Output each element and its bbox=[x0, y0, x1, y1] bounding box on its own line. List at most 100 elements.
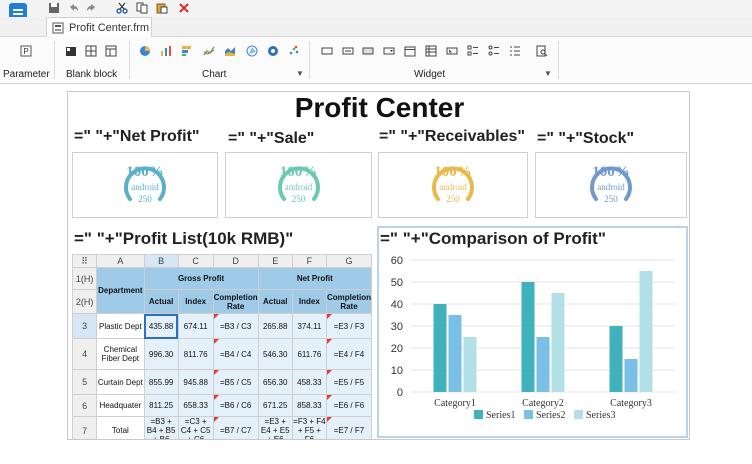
kpi-title-stock[interactable]: =" "+"Stock" bbox=[537, 130, 635, 147]
chart-block-icon[interactable] bbox=[65, 45, 77, 57]
report-title[interactable]: Profit Center bbox=[294, 92, 465, 123]
tab-block-icon[interactable] bbox=[105, 45, 117, 57]
department-cell[interactable]: Total bbox=[96, 416, 145, 439]
scatter-chart-icon[interactable] bbox=[288, 45, 300, 57]
formula-cell[interactable]: =E7 / F7 bbox=[325, 416, 372, 439]
formula-cell[interactable]: =F3 + F4 + F5 + F6 bbox=[291, 416, 327, 439]
data-cell[interactable]: 656.30 bbox=[257, 369, 293, 395]
comparison-bar-chart[interactable]: 0 10 20 30 40 50 60 Category1 Category2 Category3… bbox=[379, 250, 685, 436]
gauge-card-receivables[interactable]: 100% android 250 bbox=[378, 152, 528, 218]
row-header[interactable]: 6 bbox=[72, 394, 98, 417]
label-widget-icon[interactable] bbox=[446, 45, 458, 57]
chevron-down-icon[interactable]: ▼ bbox=[544, 69, 552, 78]
active-cell[interactable]: 435.88 bbox=[143, 313, 179, 339]
profit-list-sheet[interactable]: ⠿ A B C D E F G 1(H) Department Gross Pr… bbox=[72, 254, 372, 439]
formula-cell[interactable]: =E6 / F6 bbox=[325, 394, 372, 417]
report-canvas[interactable]: Profit Center =" "+"Net Profit" =" "+"Sa… bbox=[67, 91, 690, 440]
formula-cell[interactable]: =E5 / F5 bbox=[325, 369, 372, 395]
gauge-card-net-profit[interactable]: 100% android 250 bbox=[72, 152, 218, 218]
comparison-chart-title[interactable]: =" "+"Comparison of Profit" bbox=[380, 229, 606, 248]
radar-chart-icon[interactable] bbox=[246, 45, 258, 57]
tab-profit-center[interactable]: Profit Center.frm bbox=[46, 17, 152, 38]
row-header[interactable]: 7 bbox=[72, 416, 98, 439]
department-cell[interactable]: Curtain Dept bbox=[96, 369, 145, 395]
department-header[interactable]: Department bbox=[96, 267, 145, 314]
list-widget-icon[interactable] bbox=[509, 45, 521, 57]
dropdown-widget-icon[interactable] bbox=[383, 45, 395, 57]
text-box-widget-icon[interactable] bbox=[321, 45, 333, 57]
data-cell[interactable]: 671.25 bbox=[257, 394, 293, 417]
report-block-icon[interactable] bbox=[85, 45, 97, 57]
radio-group-widget-icon[interactable] bbox=[488, 45, 500, 57]
data-cell[interactable]: 458.33 bbox=[291, 369, 327, 395]
column-header[interactable]: A bbox=[96, 254, 145, 268]
sub-header[interactable]: Index bbox=[177, 289, 214, 314]
formula-cell[interactable]: =B3 / C3 bbox=[212, 313, 259, 339]
column-header[interactable]: G bbox=[325, 254, 372, 268]
data-cell[interactable]: 611.76 bbox=[291, 338, 327, 370]
formula-cell[interactable]: =B3 + B4 + B5 + B6 bbox=[143, 416, 179, 439]
parameter-icon[interactable]: P bbox=[20, 45, 32, 57]
chart-selection-frame[interactable] bbox=[377, 226, 688, 438]
formula-cell[interactable]: =B6 / C6 bbox=[212, 394, 259, 417]
kpi-title-receivables[interactable]: =" "+"Receivables" bbox=[379, 128, 525, 145]
data-cell[interactable]: 674.11 bbox=[177, 313, 214, 339]
data-cell[interactable]: 658.33 bbox=[177, 394, 214, 417]
department-cell[interactable]: Plastic Dept bbox=[96, 313, 145, 339]
column-header[interactable]: C bbox=[177, 254, 214, 268]
search-widget-icon[interactable] bbox=[536, 45, 548, 57]
sub-header[interactable]: Actual bbox=[257, 289, 293, 314]
sub-header[interactable]: Completion Rate bbox=[325, 289, 372, 314]
gross-profit-header[interactable]: Gross Profit bbox=[143, 267, 259, 290]
paste-icon[interactable] bbox=[156, 2, 168, 14]
delete-icon[interactable] bbox=[178, 2, 190, 14]
bar-chart-icon[interactable] bbox=[160, 45, 172, 57]
row-header[interactable]: 1(H) bbox=[72, 267, 98, 290]
profit-list-title[interactable]: =" "+"Profit List(10k RMB)" bbox=[74, 229, 294, 248]
data-cell[interactable]: 811.25 bbox=[143, 394, 179, 417]
line-chart-icon[interactable] bbox=[203, 45, 215, 57]
corner-cell[interactable]: ⠿ bbox=[72, 254, 98, 268]
column-header[interactable]: F bbox=[291, 254, 327, 268]
data-cell[interactable]: 546.30 bbox=[257, 338, 293, 370]
sub-header[interactable]: Index bbox=[291, 289, 327, 314]
formula-cell[interactable]: =E3 / F3 bbox=[325, 313, 372, 339]
kpi-title-sale[interactable]: =" "+"Sale" bbox=[228, 130, 315, 147]
column-header[interactable]: D bbox=[212, 254, 259, 268]
column-header[interactable]: E bbox=[257, 254, 293, 268]
data-cell[interactable]: 265.88 bbox=[257, 313, 293, 339]
row-header[interactable]: 3 bbox=[72, 313, 98, 339]
gauge-chart-icon[interactable] bbox=[267, 45, 279, 57]
sub-header[interactable]: Actual bbox=[143, 289, 179, 314]
data-cell[interactable]: 945.88 bbox=[177, 369, 214, 395]
row-header[interactable]: 2(H) bbox=[72, 289, 98, 314]
data-cell[interactable]: 374.11 bbox=[291, 313, 327, 339]
formula-cell[interactable]: =C3 + C4 + C5 + C6 bbox=[177, 416, 214, 439]
checkbox-group-widget-icon[interactable] bbox=[467, 45, 479, 57]
stacked-bar-icon[interactable] bbox=[181, 45, 193, 57]
data-cell[interactable]: 996.30 bbox=[143, 338, 179, 370]
kpi-title-net-profit[interactable]: =" "+"Net Profit" bbox=[74, 128, 200, 145]
redo-icon[interactable] bbox=[86, 2, 98, 14]
data-cell[interactable]: 855.99 bbox=[143, 369, 179, 395]
chevron-down-icon[interactable]: ▼ bbox=[296, 69, 304, 78]
row-header[interactable]: 5 bbox=[72, 369, 98, 395]
sub-header[interactable]: Completion Rate bbox=[212, 289, 259, 314]
column-header[interactable]: B bbox=[143, 254, 179, 268]
formula-cell[interactable]: =B5 / C5 bbox=[212, 369, 259, 395]
row-header[interactable]: 4 bbox=[72, 338, 98, 370]
cut-icon[interactable] bbox=[116, 2, 128, 14]
formula-cell[interactable]: =E4 / F4 bbox=[325, 338, 372, 370]
formula-cell[interactable]: =B7 / C7 bbox=[212, 416, 259, 439]
formula-cell[interactable]: =E3 + E4 + E5 + E6 bbox=[257, 416, 293, 439]
undo-icon[interactable] bbox=[67, 2, 79, 14]
data-cell[interactable]: 811.76 bbox=[177, 338, 214, 370]
pie-chart-icon[interactable] bbox=[139, 45, 151, 57]
net-profit-header[interactable]: Net Profit bbox=[257, 267, 372, 290]
gauge-card-sale[interactable]: 100% android 250 bbox=[225, 152, 372, 218]
date-widget-icon[interactable] bbox=[404, 45, 416, 57]
formula-cell[interactable]: =B4 / C4 bbox=[212, 338, 259, 370]
data-cell[interactable]: 858.33 bbox=[291, 394, 327, 417]
department-cell[interactable]: Headquater bbox=[96, 394, 145, 417]
gauge-card-stock[interactable]: 100% android 250 bbox=[535, 152, 687, 218]
